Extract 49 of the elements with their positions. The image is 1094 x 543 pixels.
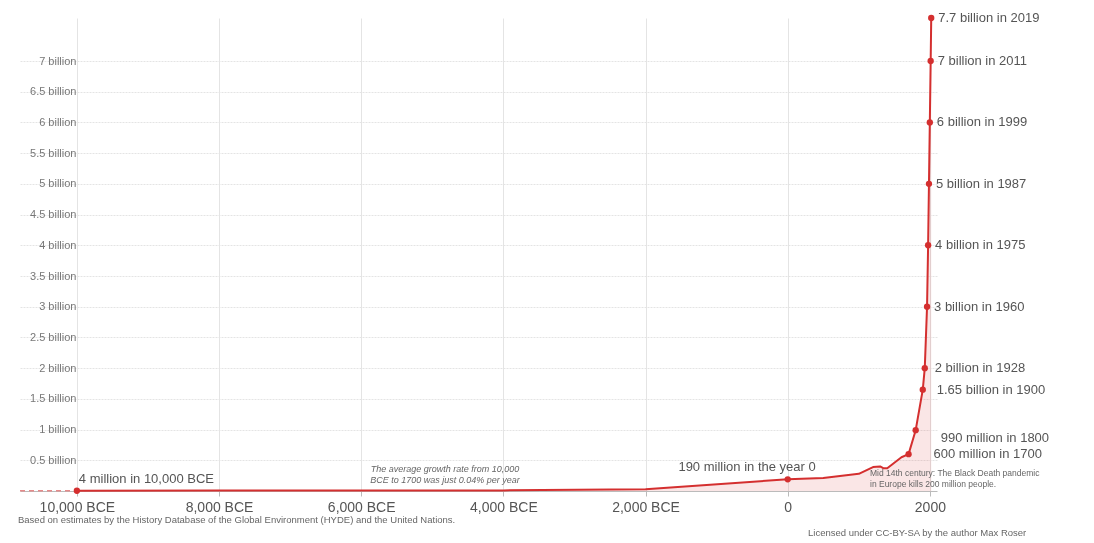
annotation: 5 billion in 1987: [935, 175, 1027, 191]
x-tick-label: 10,000 BCE: [39, 498, 116, 515]
y-tick-label: 3.5 billion: [30, 269, 77, 282]
point: [784, 476, 791, 483]
point: [927, 57, 934, 65]
x-tick-label: 2000: [914, 498, 947, 515]
x-tick-label: 4,000 BCE: [470, 498, 538, 515]
y-tick-label: 1.5 billion: [30, 392, 77, 405]
annotation: 4 billion in 1975: [935, 237, 1026, 253]
y-tick-label: 5.5 billion: [30, 146, 77, 159]
y-tick-label: 7 billion: [39, 54, 77, 67]
y-tick-label: 4 billion: [39, 238, 77, 251]
annotation: 190 million in the year 0: [678, 459, 816, 475]
y-tick-label: 6.5 billion: [30, 85, 77, 98]
point: [912, 427, 919, 434]
y-tick-label: 0.5 billion: [30, 453, 77, 466]
point: [926, 119, 933, 126]
annotation: 1.65 billion in 1900: [936, 381, 1046, 397]
y-tick-label: 2 billion: [39, 361, 77, 374]
x-tick-label: 2,000 BCE: [612, 498, 680, 515]
point: [905, 450, 912, 458]
y-tick-label: 2.5 billion: [30, 330, 77, 343]
annotation: The average growth rate from 10,000 BCE to 1700 was just 0.04% per year: [370, 464, 521, 485]
x-tick-label: 6,000 BCE: [327, 498, 396, 515]
x-tick-label: 0: [784, 498, 793, 515]
point: [924, 242, 932, 249]
y-tick-label: 4.5 billion: [30, 208, 77, 221]
annotation: 600 million in 1700: [933, 446, 1042, 462]
point: [928, 14, 935, 22]
annotation: Mid 14th century: The Black Death pandemic in Europe kills 200 million people.: [870, 468, 1041, 489]
point: [923, 303, 931, 310]
annotation: 4 million in 10,000 BCE: [78, 470, 215, 486]
annotation: 7.7 billion in 2019: [938, 10, 1040, 25]
text: Based on estimates by the History Database of the Global Environment (HYDE) and the United Nations.: [18, 514, 456, 525]
point: [919, 386, 926, 393]
y-tick-label: 6 billion: [39, 115, 77, 128]
point: [925, 180, 933, 188]
annotation: 6 billion in 1999: [936, 114, 1028, 130]
text: Licensed under CC-BY-SA by the author Max Roser: [808, 527, 1027, 538]
annotation: 990 million in 1800: [940, 430, 1050, 446]
annotation: 2 billion in 1928: [934, 360, 1026, 376]
annotation: 3 billion in 1960: [934, 298, 1025, 314]
y-tick-label: 5 billion: [39, 177, 77, 190]
point: [921, 364, 928, 372]
annotation: 7 billion in 2011: [937, 53, 1028, 68]
x-tick-label: 8,000 BCE: [185, 498, 254, 515]
point: [73, 487, 81, 494]
y-tick-label: 1 billion: [39, 423, 77, 436]
y-tick-label: 3 billion: [39, 300, 77, 313]
